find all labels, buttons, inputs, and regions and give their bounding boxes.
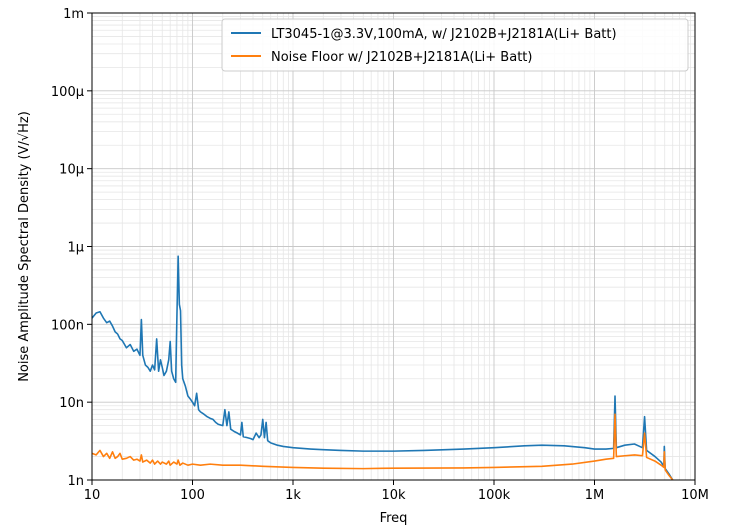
y-tick-label: 1n [67, 474, 84, 489]
y-axis-label: Noise Amplitude Spectral Density (V/√Hz) [17, 111, 32, 382]
x-tick-label: 10M [681, 488, 709, 503]
legend: LT3045-1@3.3V,100mA, w/ J2102B+J2181A(Li… [221, 18, 689, 72]
x-tick-label: 10 [84, 488, 101, 503]
y-tick-label: 100n [51, 318, 84, 333]
series-line-1 [91, 255, 674, 481]
y-tick-label: 10n [59, 396, 84, 411]
x-tick-label: 100k [478, 488, 511, 503]
y-tick-label: 10µ [59, 163, 84, 178]
y-tick-label: 1m [63, 7, 84, 22]
x-axis-label: Freq [380, 511, 408, 526]
y-tick-label: 100µ [51, 85, 84, 100]
legend-box [221, 18, 689, 72]
y-tick-label: 1µ [67, 241, 84, 256]
x-tick-label: 1k [285, 488, 301, 503]
x-tick-label: 100 [180, 488, 205, 503]
series-line-2 [91, 413, 674, 481]
x-axis: 10 100 1k 10k 100k 1M 10M [84, 480, 709, 503]
x-tick-label: 1M [585, 488, 605, 503]
y-axis: 1n 10n 100n 1µ 10µ 100µ 1m [51, 7, 92, 489]
legend-label-series-2: Noise Floor w/ J2102B+J2181A(Li+ Batt) [271, 50, 532, 65]
x-tick-label: 10k [381, 488, 406, 503]
series-layer [91, 255, 674, 481]
legend-label-series-1: LT3045-1@3.3V,100mA, w/ J2102B+J2181A(Li… [271, 27, 617, 42]
